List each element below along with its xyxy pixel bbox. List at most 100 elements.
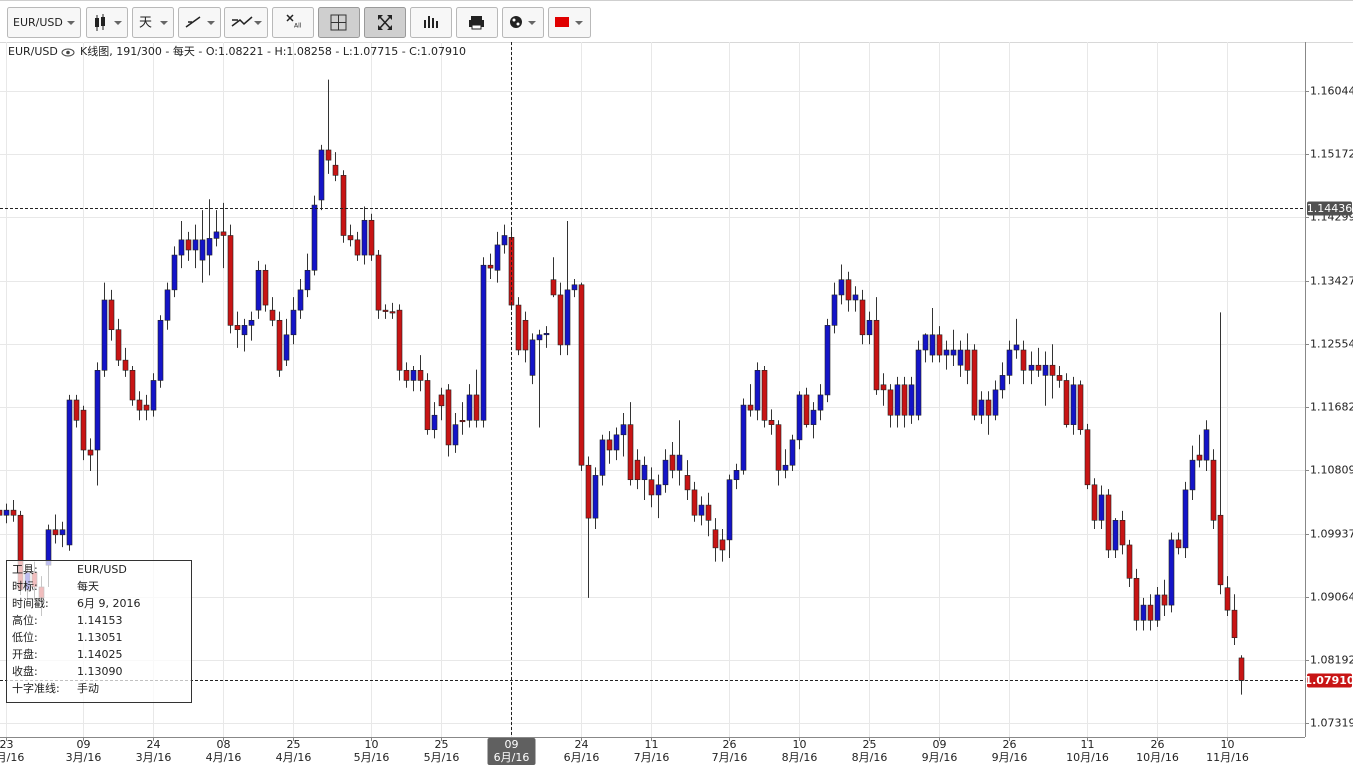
candle-body [529,339,536,376]
symbol-dropdown[interactable]: EUR/USD [7,7,81,38]
candle-body [859,299,866,336]
volume-button[interactable] [410,7,452,38]
candle-body [515,304,522,351]
tooltip-value: 6月 9, 2016 [77,597,140,610]
candle-body [620,424,627,436]
candle-body [494,244,501,271]
fullscreen-toggle[interactable] [364,7,406,38]
candle-body [662,459,669,486]
candle-body [564,289,571,346]
candle-body [1154,594,1161,621]
x-tick-sublabel: 7月/16 [634,751,670,764]
candle-body [1196,454,1203,461]
x-tick-sublabel: 3月/16 [136,751,172,764]
candle-body [817,394,824,411]
candle-body [192,239,199,251]
candle-body [354,239,361,256]
x-tick-sublabel: 3月/16 [66,751,102,764]
y-tick-label: 1.10809 [1310,464,1353,477]
candle-body [1133,577,1140,621]
candle-body [122,359,129,371]
x-tick-label: 09 [505,738,519,751]
candle-body [269,309,276,321]
candle-body [908,384,915,416]
crosshair-toggle[interactable] [318,7,360,38]
candle-body [347,235,354,241]
x-tick-label: 10 [365,738,379,751]
theme-dropdown[interactable] [502,7,544,38]
x-tick-label: 23 [0,738,14,751]
language-dropdown[interactable] [548,7,591,38]
candle-body [557,294,564,346]
candle-body [1231,609,1238,639]
chart-header: EUR/USD K线图, 191/300 - 每天 - O:1.08221 - … [8,44,466,58]
candle-body [0,509,3,516]
candle-body [255,269,262,311]
candle-body [571,284,578,291]
tooltip-value: 1.14025 [77,648,123,661]
candle-body [1020,349,1027,371]
x-tick-label: 25 [863,738,877,751]
candle-body [676,454,683,471]
visibility-icon[interactable] [61,48,75,57]
candle-body [950,349,957,356]
x-tick-label: 26 [1003,738,1017,751]
candle-body [108,299,115,331]
candle-body [115,329,122,361]
candle-body [522,319,529,351]
y-tick-label: 1.08192 [1310,654,1353,667]
candle-body [894,384,901,416]
x-tick-label: 25 [435,738,449,751]
period-text: 天 [139,16,152,31]
candle-body [775,424,782,471]
candle-body [80,409,87,451]
candle-body [1006,349,1013,376]
candle-body [550,279,557,296]
y-tick-label: 1.13427 [1310,275,1353,288]
period-dropdown[interactable]: 天 [132,7,174,38]
candle-body [971,349,978,416]
candle-body [1056,375,1063,381]
candle-body [10,509,17,516]
candle-body [1161,594,1168,606]
indicator-dropdown[interactable] [224,7,268,38]
y-tick-label: 1.15172 [1310,148,1353,161]
candle-body [389,311,396,314]
candle-body [459,420,466,423]
candle-body [290,309,297,336]
candle-body [957,349,964,366]
symbol-text: EUR/USD [13,16,63,29]
candle-body [880,384,887,391]
candle-body [466,394,473,421]
candle-body [487,264,494,269]
clear-all-button[interactable]: All [272,7,314,38]
candle-body [712,529,719,549]
candle-body [480,264,487,421]
x-tick-sublabel: 10月/16 [1066,751,1109,764]
y-tick-label: 1.11682 [1310,401,1353,414]
candle-body [318,149,325,201]
x-tick-label: 26 [1151,738,1165,751]
x-tick-sublabel: 8月/16 [852,751,888,764]
candle-body [585,464,592,519]
candle-body [417,369,424,381]
candle-body [698,504,705,516]
candle-body [241,325,248,336]
candle-body [852,294,859,301]
candle-body [45,529,52,566]
candle-body [101,299,108,371]
print-button[interactable] [456,7,498,38]
candle-body [375,254,382,311]
tooltip-label: 十字准线: [12,681,60,695]
candle-body [262,269,269,306]
tooltip-label: 工具: [12,563,38,576]
chart-type-dropdown[interactable] [86,7,128,38]
candle-body [747,404,754,411]
toolbar: EUR/USD 天 All [0,0,1353,43]
candle-body [1217,514,1224,586]
candle-body [1049,364,1056,376]
drawing-tool-dropdown[interactable] [178,7,221,38]
candle-body [1168,539,1175,606]
candle-body [655,484,662,496]
tooltip-value: 1.13090 [77,665,123,678]
